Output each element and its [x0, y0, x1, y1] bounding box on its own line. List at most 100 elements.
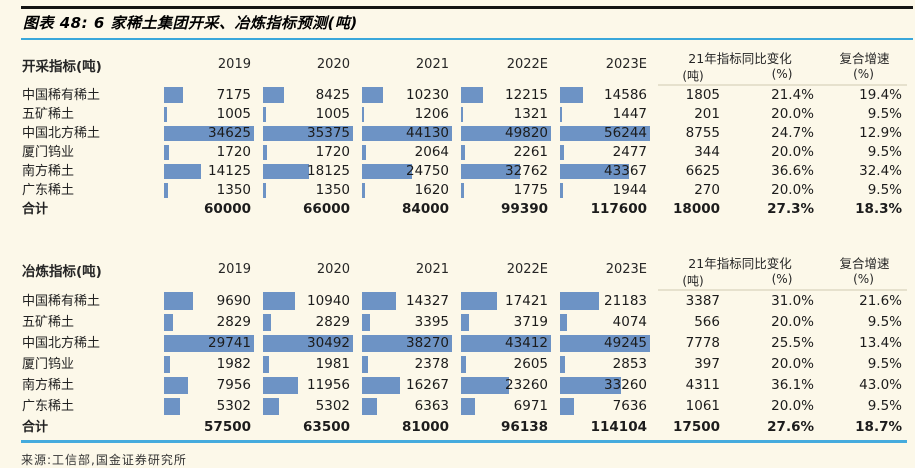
table-row: 南方稀土 7956 11956 16267 23260 33260 4311 36.1% 43.… — [21, 375, 907, 396]
cagr-cell: 21.6% — [859, 293, 902, 309]
value-cell: 66000 — [262, 200, 361, 219]
bar-track — [263, 292, 353, 310]
cagr-cell: 9.5% — [867, 144, 902, 160]
data-bar — [164, 398, 181, 415]
bar-track — [362, 126, 452, 141]
data-bar — [362, 398, 377, 415]
value-cell: 30492 — [262, 333, 361, 354]
data-bar — [362, 183, 366, 198]
bar-track — [461, 126, 551, 141]
cell-value: 3719 — [513, 314, 548, 330]
value-cell: 16267 — [361, 375, 460, 396]
yoy-tons-cell: 4311 — [685, 377, 720, 393]
data-bar — [560, 314, 568, 331]
bar-track — [164, 107, 254, 122]
data-bar — [362, 107, 365, 122]
yoy-pct-cell: 27.3% — [767, 201, 814, 217]
data-bar — [263, 398, 279, 415]
bar-track — [560, 145, 650, 160]
cell-value: 117600 — [590, 201, 647, 217]
value-cell: 49245 — [559, 333, 658, 354]
data-bar — [560, 183, 564, 198]
cell-value: 56244 — [604, 125, 647, 141]
data-bar — [164, 292, 194, 310]
value-cell: 10230 — [361, 85, 460, 105]
bar-track — [263, 335, 353, 352]
value-cell: 33260 — [559, 375, 658, 396]
data-bar — [164, 126, 254, 141]
cell-value: 2261 — [513, 144, 548, 160]
data-bar — [461, 164, 521, 179]
data-bar — [362, 314, 370, 331]
data-bar — [362, 87, 383, 103]
cell-value: 114104 — [590, 419, 647, 435]
value-cell: 6363 — [361, 396, 460, 417]
cagr-cell: 18.7% — [855, 419, 902, 435]
value-cell: 5302 — [163, 396, 262, 417]
cell-value: 14125 — [208, 163, 251, 179]
value-cell: 29741 — [163, 333, 262, 354]
value-cell: 117600 — [559, 200, 658, 219]
yoy-pct-cell: 20.0% — [771, 106, 814, 122]
data-bar — [560, 292, 599, 310]
data-bar — [263, 126, 353, 141]
data-bar — [164, 183, 168, 198]
bar-track — [263, 126, 353, 141]
value-cell: 1720 — [262, 143, 361, 162]
cell-value: 18125 — [307, 163, 350, 179]
bar-track — [461, 145, 551, 160]
cell-value: 49820 — [505, 125, 548, 141]
table-row: 五矿稀土 1005 1005 1206 1321 1447 201 20.0% 9.5% — [21, 105, 907, 124]
bar-track — [461, 356, 551, 373]
row-label: 南方稀土 — [22, 164, 75, 179]
table-label: 冶炼指标(吨) — [22, 263, 102, 280]
bar-track — [263, 377, 353, 394]
value-cell: 32762 — [460, 162, 559, 181]
cagr-cell: 19.4% — [859, 87, 902, 103]
value-cell: 4074 — [559, 312, 658, 333]
data-bar — [164, 356, 171, 373]
cell-value: 1206 — [414, 106, 449, 122]
bar-track — [362, 356, 452, 373]
cell-value: 1981 — [315, 356, 350, 372]
value-cell: 1350 — [262, 181, 361, 200]
value-cell: 1981 — [262, 354, 361, 375]
col-header-2019: 2019 — [217, 262, 251, 277]
data-bar — [461, 314, 469, 331]
data-bar — [164, 145, 169, 160]
data-bar — [560, 335, 650, 352]
cagr-cell: 9.5% — [867, 356, 902, 372]
value-cell: 11956 — [262, 375, 361, 396]
cell-value: 2064 — [414, 144, 449, 160]
bar-track — [560, 377, 650, 394]
value-cell: 12215 — [460, 85, 559, 105]
yoy-pct-subheader: (%) — [742, 67, 822, 86]
cell-value: 21183 — [604, 292, 647, 309]
cell-value: 66000 — [303, 201, 350, 217]
data-bar — [263, 335, 353, 352]
table-row: 中国稀有稀土 7175 8425 10230 12215 14586 1805 21.4% 19… — [21, 85, 907, 105]
data-bar — [164, 87, 183, 103]
value-cell: 10940 — [262, 290, 361, 312]
yoy-pct-cell: 27.6% — [767, 419, 814, 435]
bar-track — [362, 145, 452, 160]
cell-value: 1005 — [315, 106, 350, 122]
data-bar — [263, 164, 310, 179]
cell-value: 14586 — [604, 86, 647, 103]
value-cell: 1982 — [163, 354, 262, 375]
cell-value: 43412 — [505, 335, 548, 351]
bar-track — [164, 164, 254, 179]
yoy-tons-cell: 7778 — [685, 335, 720, 351]
data-bar — [560, 356, 566, 373]
bar-track — [461, 292, 551, 310]
bar-track — [461, 87, 551, 103]
data-bar — [560, 126, 650, 141]
total-row: 合计 57500 63500 81000 96138 114104 17500 27.6% 18… — [21, 417, 907, 438]
cell-value: 4074 — [612, 314, 647, 330]
bar-track — [461, 164, 551, 179]
cell-value: 1775 — [513, 182, 548, 198]
yoy-tons-cell: 397 — [694, 356, 720, 372]
bar-track — [560, 335, 650, 352]
bar-track — [560, 107, 650, 122]
bar-track — [263, 87, 353, 103]
